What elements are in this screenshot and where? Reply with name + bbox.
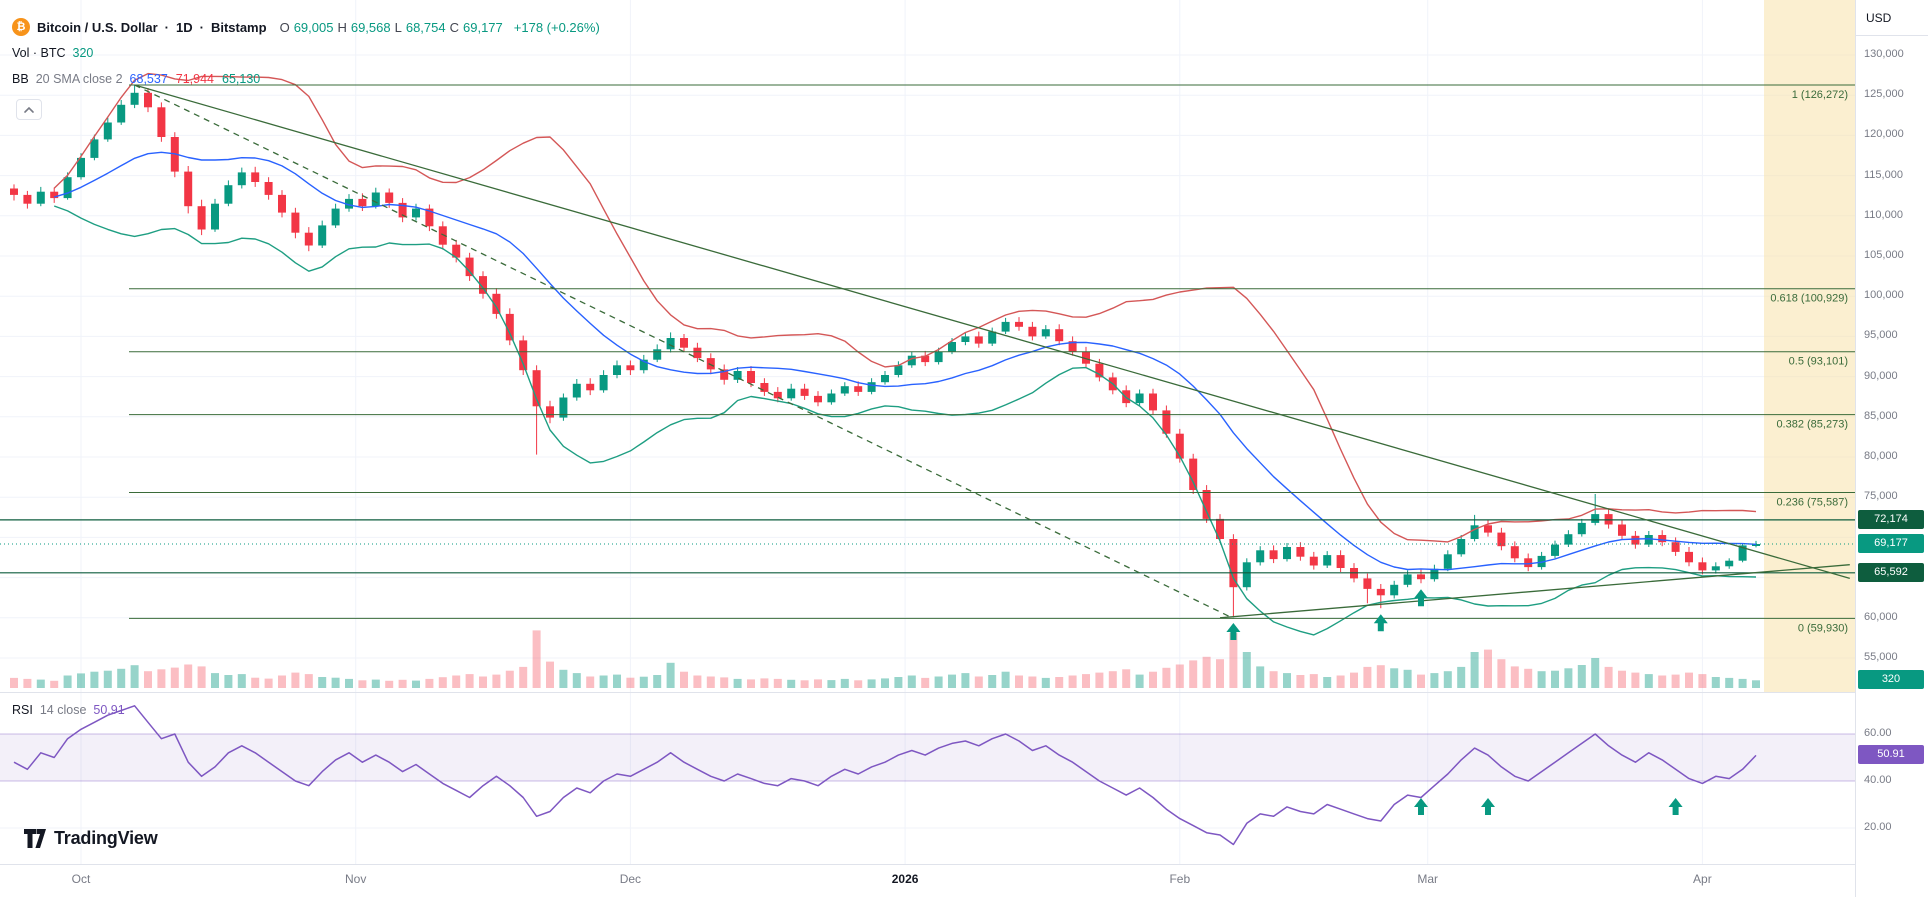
price-axis-badge: 72,174: [1858, 509, 1924, 529]
high-value: 69,568: [350, 19, 391, 35]
low-key: L: [394, 19, 402, 35]
bb-indicator-params: 20 SMA close 2: [35, 72, 123, 86]
price-tick-label: 110,000: [1864, 208, 1903, 221]
price-tick-label: 125,000: [1864, 88, 1904, 101]
close-key: C: [449, 19, 459, 35]
low-value: 68,754: [405, 19, 446, 35]
horizontal-price-lines: [0, 519, 1855, 574]
tradingview-logo-icon: [24, 829, 46, 848]
chart-legend: ₿ Bitcoin / U.S. Dollar · 1D · Bitstamp …: [12, 14, 600, 92]
interval-label[interactable]: 1D: [175, 19, 193, 35]
symbol-title[interactable]: Bitcoin / U.S. Dollar: [37, 19, 158, 35]
price-tick-label: 130,000: [1864, 48, 1904, 60]
time-axis-month-label: Nov: [345, 872, 367, 886]
currency-label[interactable]: USD: [1856, 0, 1928, 36]
volume-axis-badge: 320: [1858, 670, 1924, 690]
pane-collapse-button[interactable]: [16, 99, 42, 120]
price-tick-label: 60,000: [1864, 610, 1898, 623]
svg-text:0.382 (85,273): 0.382 (85,273): [1776, 419, 1848, 431]
time-axis-month-label: Apr: [1693, 872, 1712, 886]
price-tick-label: 55,000: [1864, 651, 1898, 663]
open-value: 69,005: [293, 19, 334, 35]
separator-dot: ·: [199, 19, 204, 35]
volume-legend-row[interactable]: Vol · BTC 320: [12, 40, 600, 66]
price-axis[interactable]: USD 130,000 125,000 120,000 115,000 110,000 1…: [1856, 0, 1928, 897]
volume-indicator-value: 320: [72, 46, 94, 60]
separator-dot: ·: [164, 19, 169, 35]
bollinger-bands: [53, 72, 1757, 636]
price-tick-label: 90,000: [1864, 369, 1898, 382]
exchange-label: Bitstamp: [210, 19, 267, 35]
price-axis-badge: 69,177: [1858, 534, 1924, 553]
rsi-tick-label: 40.00: [1864, 774, 1892, 786]
bitcoin-icon: ₿: [12, 18, 30, 36]
price-arrow-markers: [1226, 589, 1428, 640]
time-axis-year-label: 2026: [891, 872, 919, 886]
rsi-indicator-params: 14 close: [39, 703, 87, 717]
close-value: 69,177: [463, 19, 503, 35]
bb-legend-row[interactable]: BB 20 SMA close 2 68,537 71,944 65,130: [12, 66, 600, 92]
rsi-tick-label: 60.00: [1864, 727, 1892, 739]
time-axis-month-label: Mar: [1417, 872, 1439, 886]
rsi-tick-label: 20.00: [1864, 821, 1892, 833]
price-tick-label: 100,000: [1864, 289, 1904, 302]
price-change: +178 (+0.26%): [513, 19, 600, 35]
trend-lines: [134, 84, 1850, 619]
open-key: O: [279, 19, 290, 35]
time-axis-month-label: Oct: [71, 872, 91, 886]
rsi-indicator-name: RSI: [12, 703, 33, 717]
svg-text:0.618 (100,929): 0.618 (100,929): [1770, 293, 1848, 305]
rsi-pane: [0, 705, 1855, 846]
svg-text:0.236 (75,587): 0.236 (75,587): [1776, 497, 1848, 509]
bb-indicator-name: BB: [12, 72, 29, 86]
ohlc-values: O 69,005 H 69,568 L 68,754 C 69,177: [280, 20, 503, 35]
rsi-axis-badge: 50.91: [1858, 745, 1924, 765]
volume-indicator-label: Vol · BTC: [12, 46, 66, 60]
svg-text:0 (59,930): 0 (59,930): [1798, 622, 1848, 634]
time-axis[interactable]: Oct Nov Dec 2026 Feb Mar Apr: [0, 865, 1856, 897]
bb-upper-value: 71,944: [175, 72, 215, 86]
rsi-indicator-value: 50.91: [93, 703, 125, 717]
volume-bars: [10, 630, 1760, 688]
chevron-up-icon: [24, 106, 34, 113]
price-tick-label: 95,000: [1864, 329, 1898, 342]
svg-text:0.5 (93,101): 0.5 (93,101): [1789, 356, 1848, 368]
rsi-line: [13, 705, 1757, 846]
price-tick-label: 75,000: [1864, 490, 1898, 503]
tradingview-watermark[interactable]: TradingView: [24, 828, 158, 849]
bb-basis-value: 68,537: [129, 72, 168, 86]
rsi-legend-row[interactable]: RSI 14 close 50.91: [12, 697, 125, 723]
price-tick-label: 115,000: [1864, 168, 1903, 181]
price-tick-label: 85,000: [1864, 409, 1898, 422]
time-axis-month-label: Feb: [1169, 872, 1191, 886]
fib-retracement: 1 (126,272) 0.618 (100,929) 0.5 (93,101) 0.…: [129, 84, 1855, 634]
highlight-zone: [1764, 0, 1855, 692]
price-tick-label: 105,000: [1864, 249, 1904, 261]
symbol-legend-row[interactable]: ₿ Bitcoin / U.S. Dollar · 1D · Bitstamp …: [12, 14, 600, 40]
price-axis-badge: 65,592: [1858, 562, 1924, 582]
high-key: H: [337, 19, 347, 35]
price-tick-label: 120,000: [1864, 128, 1904, 141]
tradingview-logo-text: TradingView: [54, 828, 158, 848]
time-axis-month-label: Dec: [619, 872, 642, 886]
svg-text:1 (126,272): 1 (126,272): [1792, 89, 1848, 101]
price-tick-label: 80,000: [1864, 450, 1898, 462]
bb-lower-value: 65,130: [222, 72, 261, 86]
